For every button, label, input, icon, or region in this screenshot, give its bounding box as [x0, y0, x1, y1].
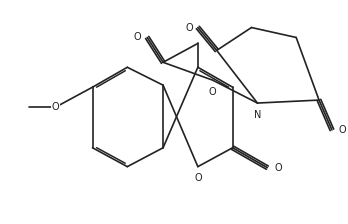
Text: O: O [52, 102, 60, 112]
Text: N: N [254, 110, 261, 120]
Text: O: O [338, 125, 346, 135]
Text: O: O [209, 87, 216, 97]
Text: O: O [194, 173, 201, 183]
Text: O: O [274, 163, 282, 173]
Text: O: O [133, 32, 141, 43]
Text: O: O [185, 23, 193, 32]
